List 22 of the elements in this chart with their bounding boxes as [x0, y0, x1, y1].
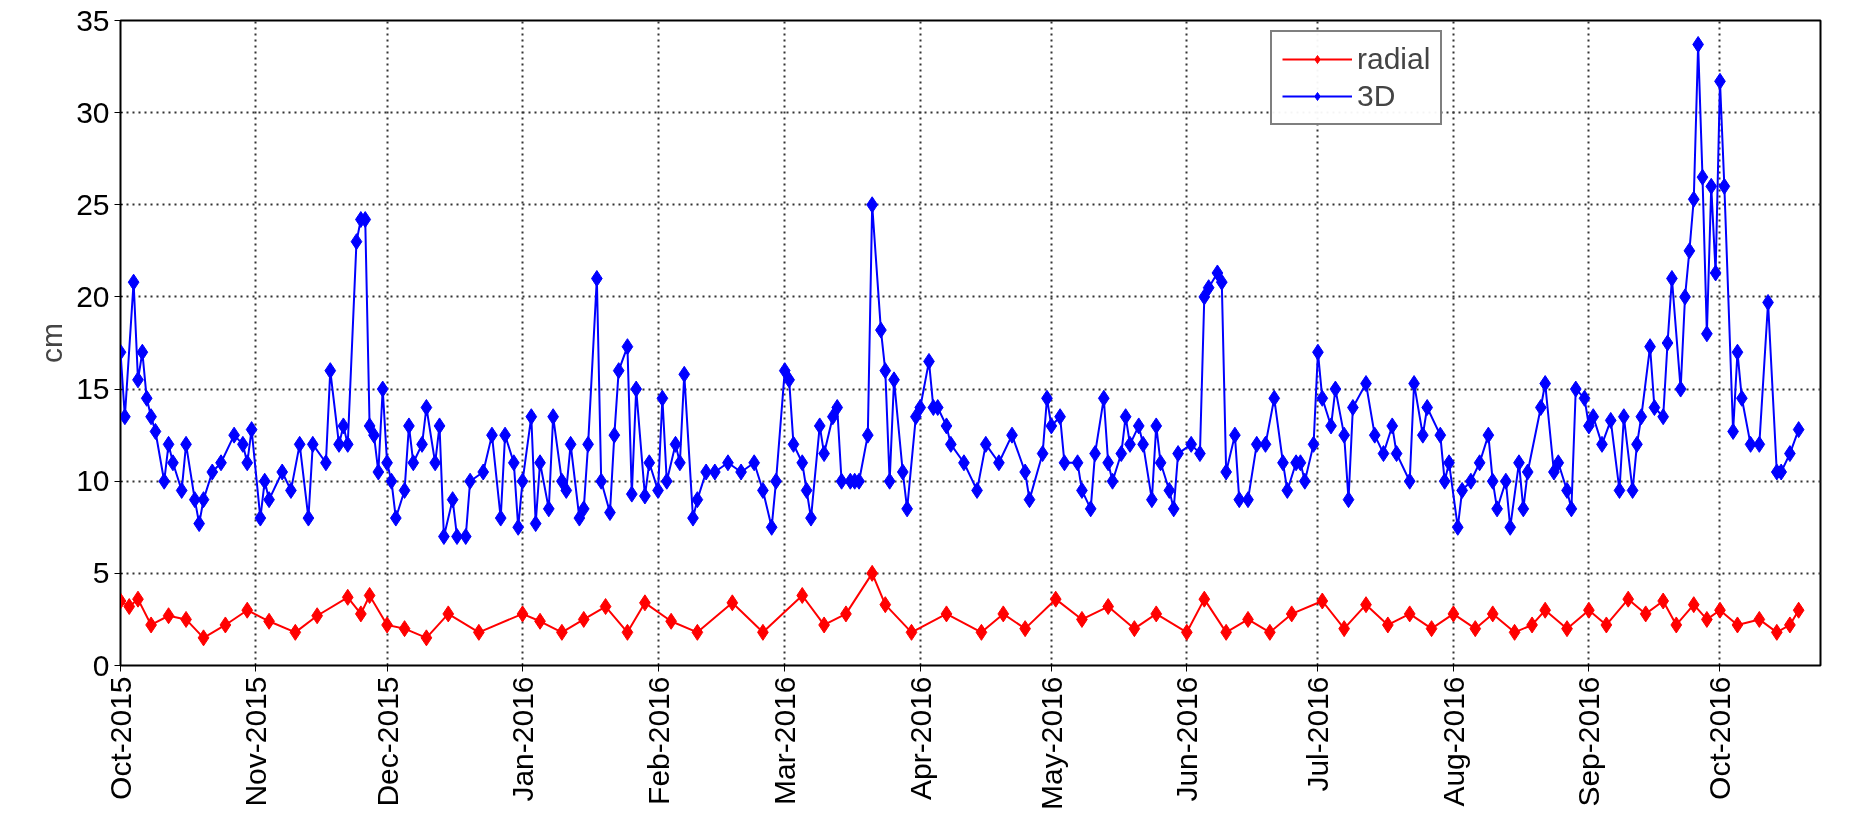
- y-tick-label: 25: [76, 187, 110, 221]
- x-tick-label: Jul-2016: [1301, 676, 1335, 792]
- x-tick-label: Sep-2016: [1572, 676, 1606, 807]
- y-tick-label: 5: [92, 556, 110, 590]
- legend-label: radial: [1357, 42, 1431, 76]
- x-tick-label: Nov-2015: [239, 676, 273, 807]
- x-tick-label: Mar-2016: [768, 676, 802, 805]
- x-tick-label: Apr-2016: [903, 676, 937, 800]
- y-tick-label: 30: [76, 95, 110, 129]
- x-tick-label: Dec-2015: [370, 676, 404, 807]
- x-tick-label: Aug-2016: [1436, 676, 1470, 807]
- y-tick-label: 20: [76, 279, 110, 313]
- y-tick-label: 35: [76, 3, 110, 37]
- x-tick-label: Oct-2016: [1703, 676, 1737, 800]
- x-tick-label: Jan-2016: [506, 676, 540, 802]
- x-tick-label: Jun-2016: [1170, 676, 1204, 802]
- y-tick-label: 10: [76, 464, 110, 498]
- y-tick-label: 15: [76, 372, 110, 406]
- y-axis-title: cm: [35, 323, 69, 363]
- x-tick-label: May-2016: [1034, 676, 1068, 810]
- legend-label: 3D: [1357, 79, 1396, 113]
- x-tick-label: Feb-2016: [641, 676, 675, 805]
